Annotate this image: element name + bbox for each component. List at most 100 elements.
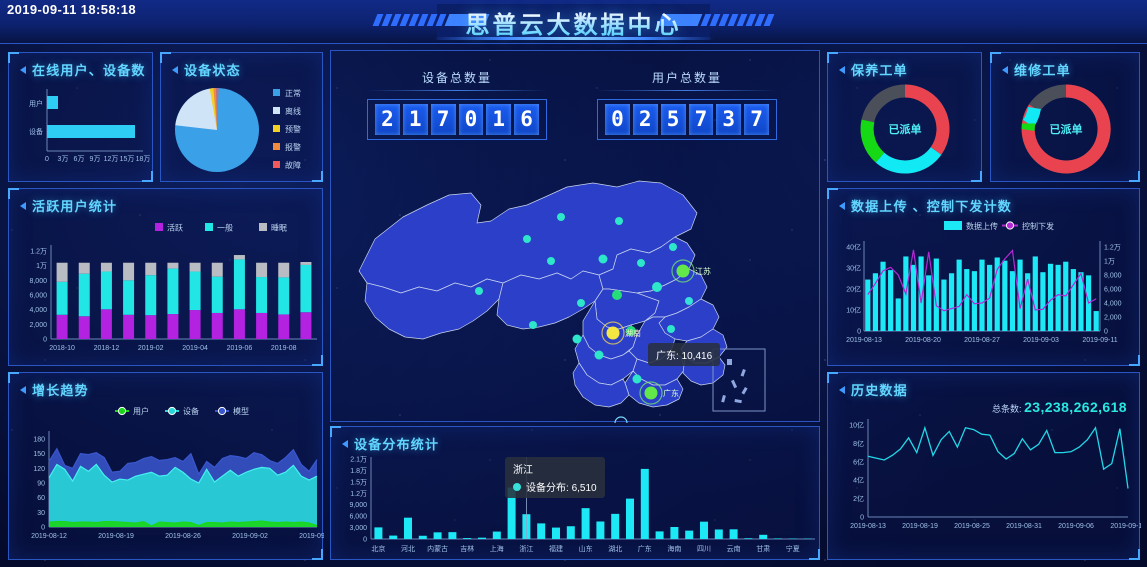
- panel-title-device-status: 设备状态: [172, 60, 241, 79]
- panel-title-history: 历史数据: [839, 380, 908, 399]
- svg-text:20亿: 20亿: [846, 285, 861, 294]
- chart-repair-donut: 已派单: [1021, 84, 1111, 174]
- panel-title-repair: 维修工单: [1002, 60, 1071, 79]
- svg-text:60: 60: [37, 495, 45, 502]
- svg-text:30亿: 30亿: [846, 264, 861, 273]
- china-map[interactable]: 江苏 湖南 广东: [331, 143, 821, 423]
- counter-digit: 3: [716, 104, 742, 135]
- panel-marker-icon: [839, 385, 845, 394]
- svg-text:2.1万: 2.1万: [350, 456, 367, 464]
- svg-text:数据上传: 数据上传: [966, 221, 998, 231]
- islands-inset-box: [712, 348, 766, 412]
- svg-text:2019-04: 2019-04: [182, 345, 208, 352]
- map-label-jiangsu: 江苏: [695, 266, 711, 276]
- svg-text:1.5万: 1.5万: [350, 478, 367, 486]
- panel-marker-icon: [1002, 65, 1008, 74]
- svg-text:8亿: 8亿: [853, 439, 864, 448]
- svg-text:30: 30: [37, 510, 45, 517]
- svg-text:1万: 1万: [1104, 258, 1115, 266]
- svg-text:2019-08-27: 2019-08-27: [964, 337, 1000, 344]
- svg-text:一般: 一般: [217, 223, 233, 233]
- svg-text:上海: 上海: [490, 544, 504, 553]
- svg-text:云南: 云南: [727, 544, 741, 553]
- svg-text:2019-08-25: 2019-08-25: [954, 523, 990, 530]
- svg-text:2019-09-10: 2019-09-10: [299, 533, 324, 540]
- panel-title-text: 在线用户、设备数: [32, 63, 146, 78]
- svg-text:活跃: 活跃: [167, 223, 183, 233]
- panel-upload-control: 数据上传 、控制下发计数 0 10亿 20亿 30亿 40亿 0 2,000 4,000 6,0…: [827, 188, 1140, 366]
- datetime-display: 2019-09-11 18:58:18: [7, 2, 137, 17]
- map-label-guangdong: 广东: [663, 388, 679, 398]
- svg-text:10亿: 10亿: [849, 421, 864, 430]
- panel-title-text: 设备分布统计: [354, 437, 440, 452]
- panel-title-online: 在线用户、设备数: [20, 60, 146, 79]
- app-header: 2019-09-11 18:58:18 思普云大数据中心: [0, 0, 1147, 44]
- svg-text:用户: 用户: [29, 99, 43, 108]
- panel-title-text: 增长趋势: [32, 383, 89, 398]
- svg-text:2,000: 2,000: [1104, 315, 1122, 322]
- panel-device-status: 设备状态 正常 离线 预警 报警 故障: [160, 52, 323, 182]
- svg-text:2019-02: 2019-02: [138, 345, 164, 352]
- chart-device-status-pie: 正常 离线 预警 报警 故障: [175, 88, 301, 172]
- svg-text:山东: 山东: [579, 544, 593, 553]
- panel-title-growth: 增长趋势: [20, 380, 89, 399]
- svg-text:6万: 6万: [74, 155, 85, 163]
- tooltip-series: 设备分布: [526, 483, 566, 494]
- svg-text:2019-08-31: 2019-08-31: [1006, 523, 1042, 530]
- svg-text:湖北: 湖北: [608, 544, 622, 553]
- panel-online-users-devices: 在线用户、设备数 用户 设备 0 3万 6万 9万 12万 15万 18万: [8, 52, 153, 182]
- svg-text:2019-09-03: 2019-09-03: [1023, 337, 1059, 344]
- panel-title-text: 数据上传 、控制下发计数: [851, 199, 1013, 214]
- tooltip-title: 浙江: [513, 465, 533, 476]
- svg-text:9万: 9万: [90, 155, 101, 163]
- svg-text:0: 0: [860, 515, 864, 522]
- svg-text:1.2万: 1.2万: [350, 490, 367, 498]
- svg-text:宁夏: 宁夏: [786, 544, 800, 553]
- svg-text:2018-10: 2018-10: [49, 345, 75, 352]
- svg-text:9,000: 9,000: [349, 502, 367, 509]
- svg-text:6亿: 6亿: [853, 457, 864, 466]
- chart-active-users: 0 2,000 4,000 6,000 8,000 1万 1.2万 活跃 一般 睡眠 2018-10…: [29, 223, 317, 352]
- svg-text:2019-08-19: 2019-08-19: [902, 523, 938, 530]
- svg-text:模型: 模型: [233, 406, 249, 416]
- panel-device-distribution: 设备分布统计 0 3,000 6,000 9,000 1.2万 1.5万 1.8万 2.1万北…: [330, 426, 820, 560]
- svg-text:1.2万: 1.2万: [1104, 244, 1121, 252]
- panel-title-text: 历史数据: [851, 383, 908, 398]
- svg-text:2019-08-26: 2019-08-26: [165, 533, 201, 540]
- panel-title-device-dist: 设备分布统计: [342, 434, 439, 453]
- pie-legend: 正常 离线 预警 报警 故障: [273, 89, 301, 170]
- svg-text:6,000: 6,000: [349, 514, 367, 521]
- panel-title-text: 设备状态: [184, 63, 241, 78]
- svg-text:广东: 广东: [638, 544, 652, 553]
- counter-digit: 5: [660, 104, 686, 135]
- svg-text:设备: 设备: [29, 127, 43, 136]
- tooltip-dot-icon: [513, 483, 521, 491]
- svg-text:浙江: 浙江: [519, 544, 533, 553]
- history-total-label: 总条数:: [992, 404, 1022, 414]
- svg-text:18万: 18万: [136, 155, 151, 163]
- svg-text:2019-08-20: 2019-08-20: [905, 337, 941, 344]
- svg-text:正常: 正常: [285, 89, 301, 98]
- svg-text:90: 90: [37, 481, 45, 488]
- chart-history-data: 0 2亿 4亿 6亿 8亿 10亿 2019-08-13 2019-08-19 2019-08-…: [849, 419, 1141, 530]
- svg-text:离线: 离线: [285, 106, 301, 116]
- svg-text:故障: 故障: [285, 160, 301, 170]
- panel-active-users: 活跃用户统计 0 2,000 4,000 6,000 8,000 1万 1.2万 活跃 一般 睡眠…: [8, 188, 323, 366]
- svg-text:6,000: 6,000: [29, 293, 47, 300]
- panel-marker-icon: [20, 385, 26, 394]
- panel-growth-trend: 增长趋势 0 30 60 90 120 150 180 用户 设备 模型 2019-08-12 201…: [8, 372, 324, 560]
- panel-marker-icon: [172, 65, 178, 74]
- panel-title-text: 保养工单: [851, 63, 908, 78]
- panel-title-text: 活跃用户统计: [32, 199, 118, 214]
- svg-text:2019-08-13: 2019-08-13: [850, 523, 886, 530]
- svg-text:180: 180: [33, 437, 45, 444]
- svg-text:0: 0: [363, 537, 367, 544]
- panel-marker-icon: [342, 439, 348, 448]
- panel-repair-order: 维修工单 已派单: [990, 52, 1140, 182]
- chart-online-users-devices: 用户 设备 0 3万 6万 9万 12万 15万 18万: [29, 89, 151, 163]
- donut-center-label: 已派单: [889, 122, 922, 136]
- svg-text:用户: 用户: [133, 406, 149, 416]
